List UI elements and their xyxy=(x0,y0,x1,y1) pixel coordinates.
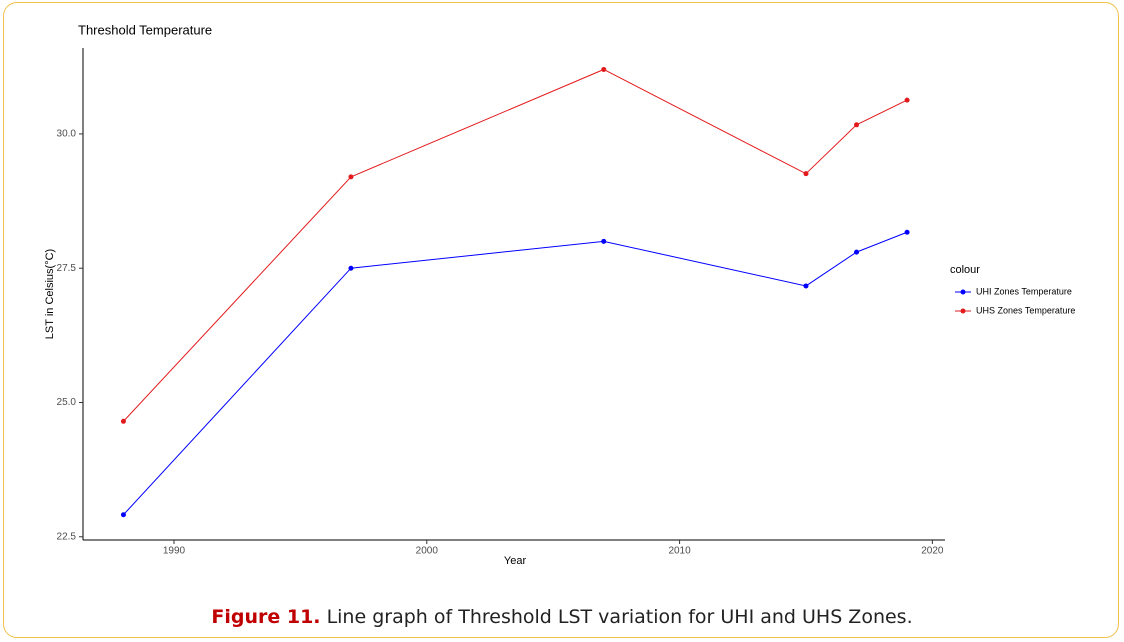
series-line xyxy=(123,231,908,516)
data-point xyxy=(120,418,126,424)
legend-label: UHS Zones Temperature xyxy=(976,305,1075,315)
caption-text: Line graph of Threshold LST variation fo… xyxy=(326,606,913,628)
figure-frame xyxy=(3,2,1119,638)
chart-title: Threshold Temperature xyxy=(78,22,212,37)
caption: Figure 11. Line graph of Threshold LST v… xyxy=(0,606,1124,628)
caption-label: Figure 11. xyxy=(211,606,321,628)
y-tick-label: 27.5 xyxy=(57,263,77,274)
y-axis-label: LST in Celsius(°C) xyxy=(44,249,56,339)
data-point xyxy=(854,122,860,128)
legend-label: UHI Zones Temperature xyxy=(976,286,1072,296)
data-point xyxy=(803,283,809,289)
x-tick-label: 1990 xyxy=(163,546,186,557)
x-axis-label: Year xyxy=(504,555,527,567)
data-point xyxy=(803,171,809,177)
legend-swatch-point xyxy=(960,289,966,295)
y-tick-label: 30.0 xyxy=(57,129,77,140)
chart: Threshold Temperature Year LST in Celsiu… xyxy=(44,22,1075,567)
data-point xyxy=(601,66,607,72)
legend-title: colour xyxy=(950,264,980,276)
data-point xyxy=(601,238,607,244)
data-point xyxy=(854,249,860,255)
y-tick-label: 22.5 xyxy=(57,531,77,542)
legend-swatch-point xyxy=(960,308,966,314)
data-point xyxy=(904,229,910,235)
data-point xyxy=(348,174,354,180)
x-tick-label: 2000 xyxy=(416,546,439,557)
data-point xyxy=(120,512,126,518)
data-point xyxy=(348,265,354,271)
y-tick-label: 25.0 xyxy=(57,397,77,408)
series-line xyxy=(123,68,908,422)
x-tick-label: 2020 xyxy=(921,546,944,557)
data-point xyxy=(904,97,910,103)
x-tick-label: 2010 xyxy=(668,546,691,557)
